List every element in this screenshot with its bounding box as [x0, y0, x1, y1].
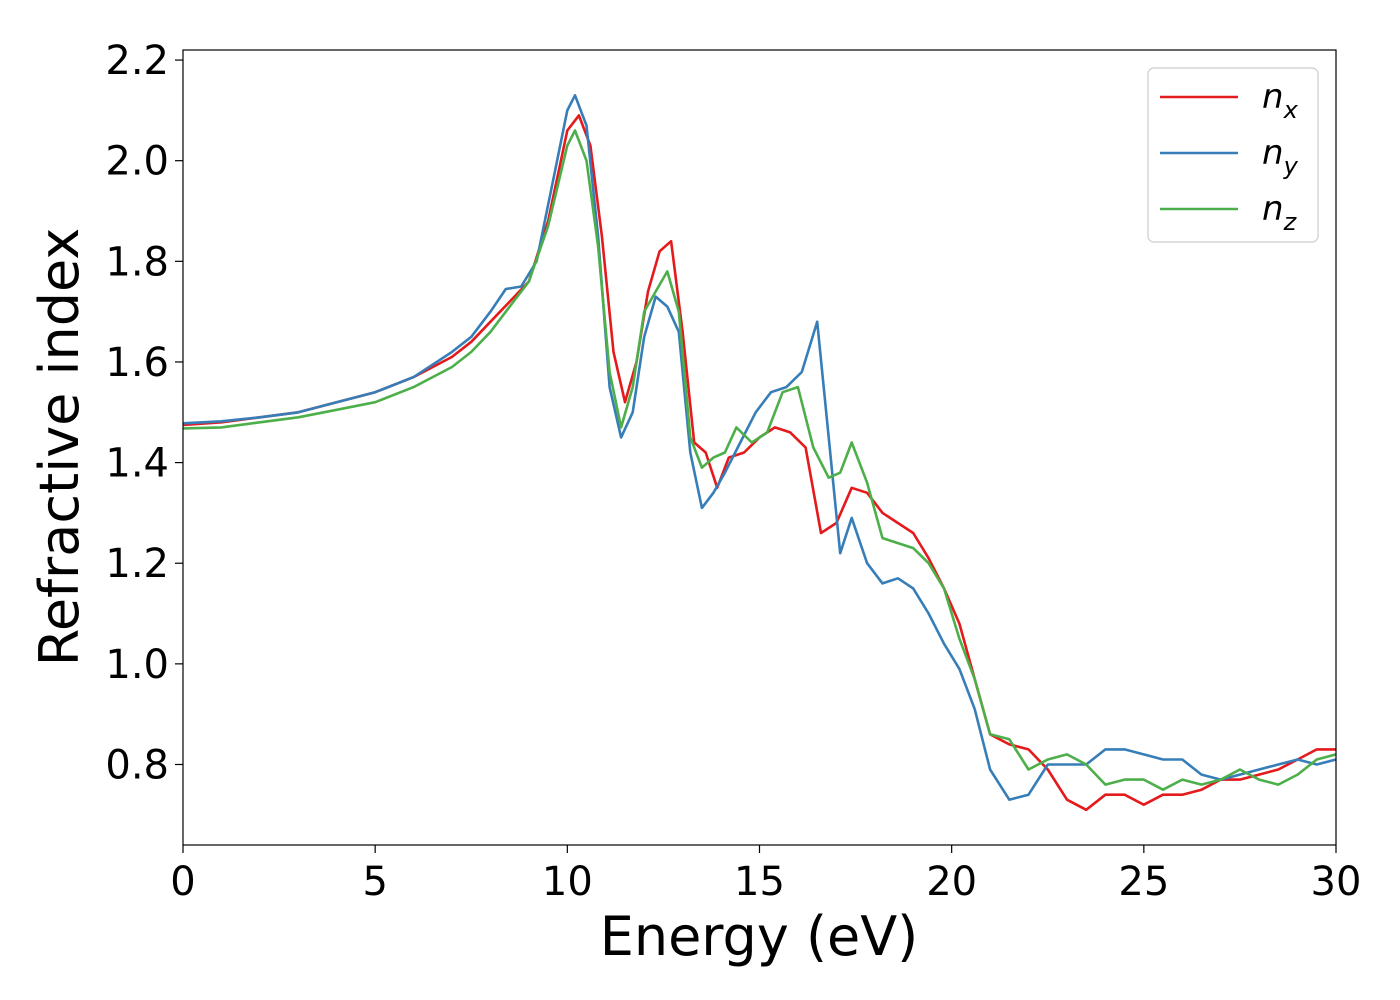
y-tick-label: 1.0	[105, 642, 169, 688]
y-axis-title: Refractive index	[28, 228, 91, 667]
x-tick-label: 25	[1118, 859, 1169, 905]
legend: nx ny nz	[1147, 67, 1319, 243]
x-axis-title: Energy (eV)	[600, 905, 919, 968]
y-tick-label: 2.2	[105, 38, 169, 84]
x-tick-label: 0	[170, 859, 195, 905]
series-layer	[182, 94, 1337, 812]
plot-area	[183, 50, 1336, 845]
x-tick-label: 20	[926, 859, 977, 905]
y-tick-label: 0.8	[105, 742, 169, 788]
y-tick-label: 1.2	[105, 541, 169, 587]
series-line-z	[182, 129, 1337, 791]
legend-label-x: nx	[1262, 77, 1299, 124]
legend-label-y: ny	[1262, 133, 1299, 180]
x-tick-label: 10	[542, 859, 593, 905]
x-tick-label: 5	[362, 859, 387, 905]
y-axis: 0.8 1.0 1.2 1.4 1.6 1.8 2.0 2.2	[105, 38, 183, 788]
x-tick-label: 15	[734, 859, 785, 905]
y-tick-label: 1.4	[105, 441, 169, 487]
x-axis: 0 5 10 15 20 25 30	[170, 845, 1361, 905]
series-line-x	[182, 114, 1336, 812]
legend-box	[1147, 67, 1319, 243]
y-tick-label: 1.8	[105, 239, 169, 285]
y-tick-label: 2.0	[105, 139, 169, 185]
legend-label-z: nz	[1262, 189, 1298, 236]
y-tick-label: 1.6	[105, 340, 169, 386]
x-tick-label: 30	[1311, 859, 1362, 905]
series-line-y	[182, 94, 1337, 801]
